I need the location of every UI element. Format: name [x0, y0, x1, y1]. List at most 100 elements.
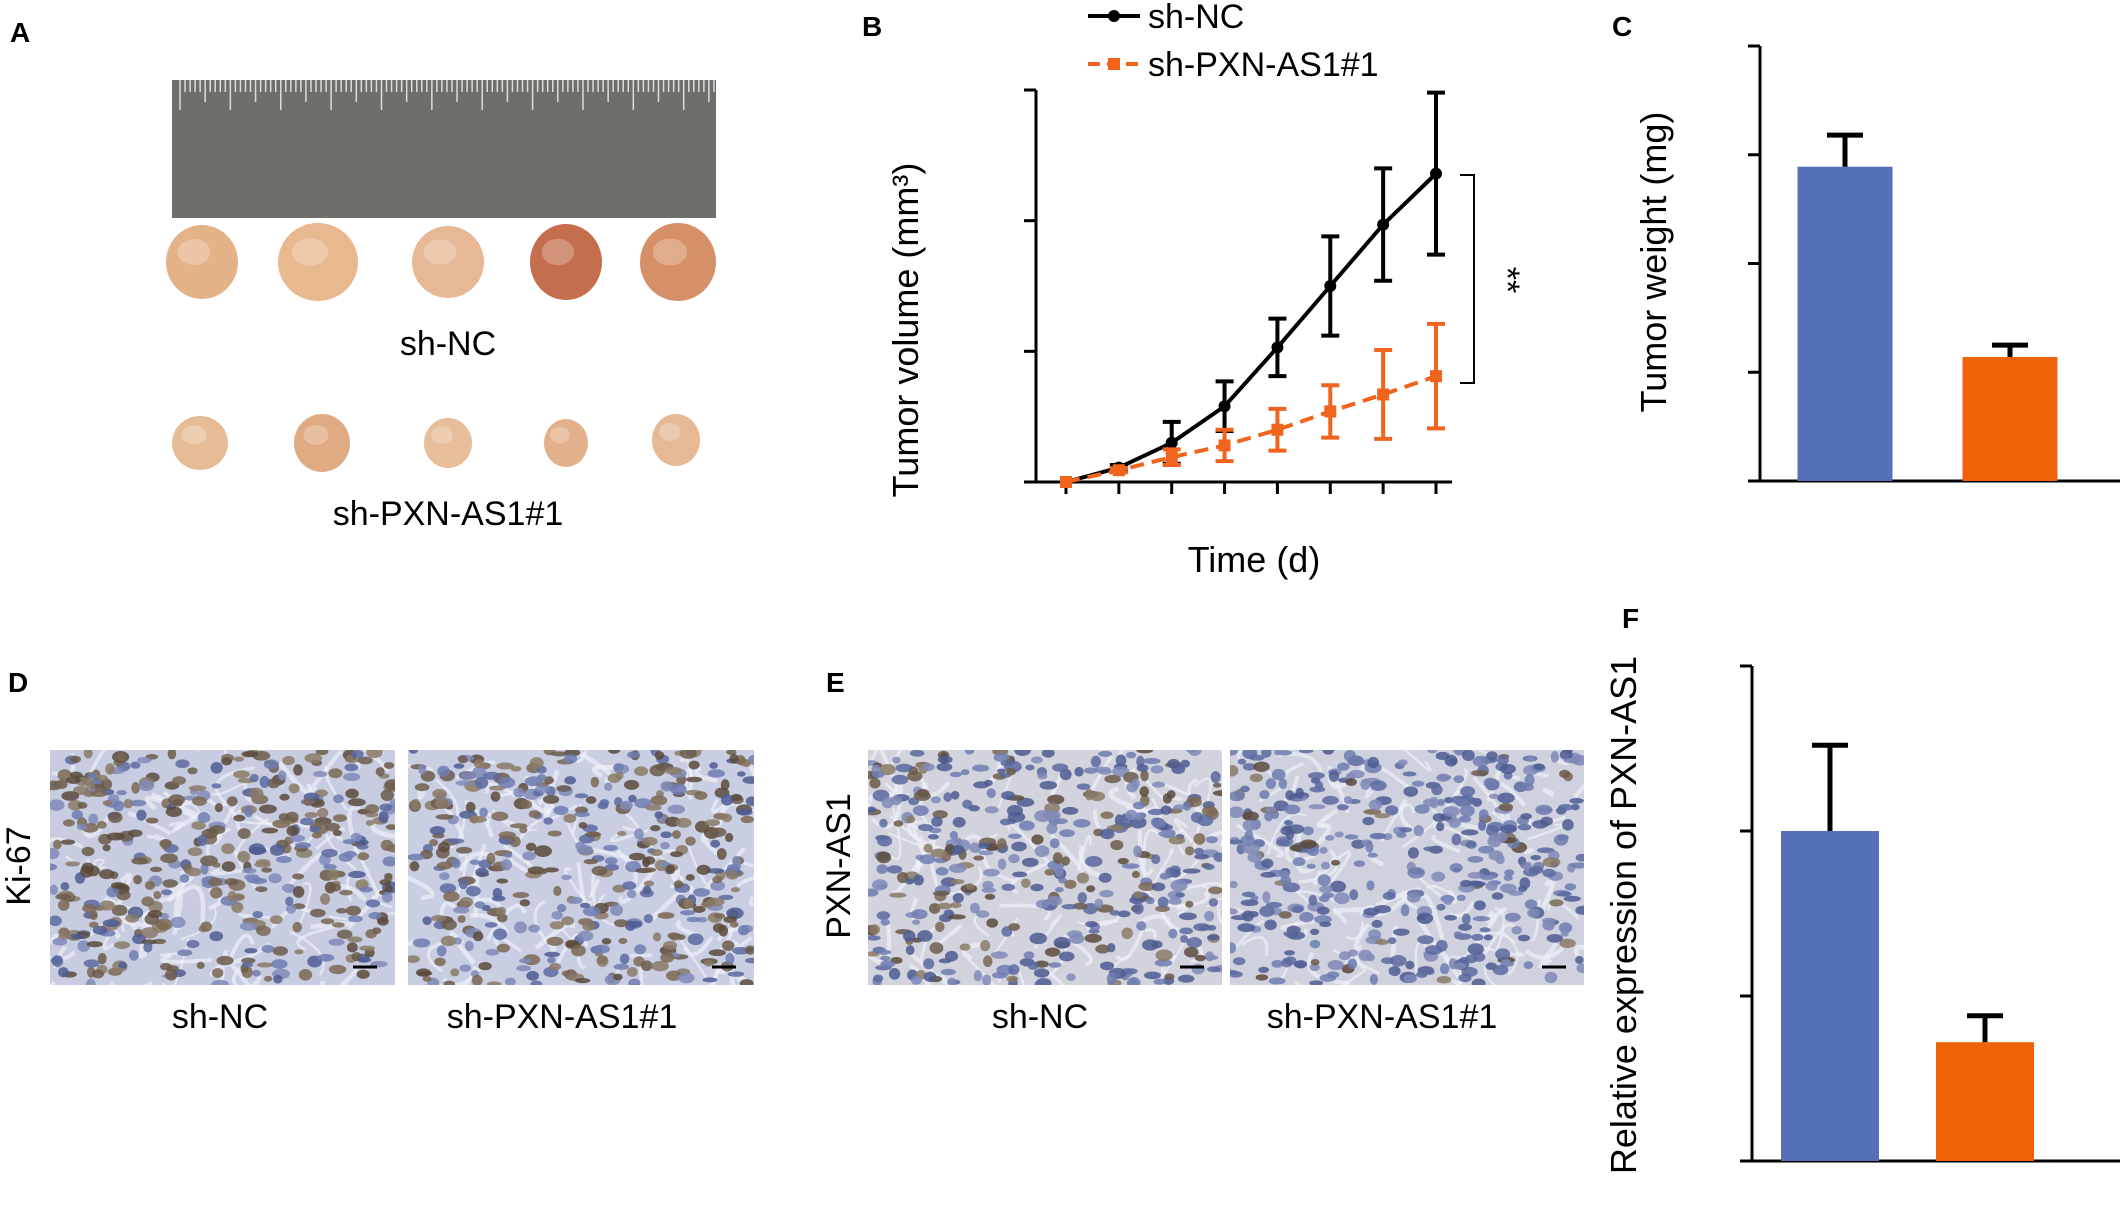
stroma-fiber [277, 760, 312, 795]
cell-nucleus [1285, 790, 1295, 801]
cell-nucleus [913, 874, 924, 886]
cell-nucleus [1185, 900, 1194, 908]
cell-nucleus [329, 883, 342, 892]
cell-nucleus [114, 941, 130, 950]
cell-nucleus [271, 959, 288, 969]
cell-nucleus [248, 843, 266, 855]
cell-nucleus [129, 799, 147, 807]
stroma-fiber [908, 963, 931, 985]
cell-nucleus [1432, 813, 1446, 822]
cell-nucleus [304, 811, 318, 818]
cell-nucleus [996, 838, 1007, 850]
panel-d: D Ki-67 sh-NC sh-PXN-AS1#1 [0, 667, 754, 1036]
cell-nucleus [627, 751, 641, 759]
tumor-photo [424, 418, 472, 468]
cell-nucleus [197, 812, 211, 824]
cell-nucleus [58, 967, 69, 978]
data-point-sh-pxn-as1-1 [1218, 439, 1231, 452]
cell-nucleus [1536, 847, 1555, 854]
cell-nucleus [744, 945, 754, 955]
cell-nucleus [950, 790, 960, 800]
cell-nucleus [188, 785, 207, 792]
cell-nucleus [383, 762, 395, 769]
cell-nucleus [1292, 905, 1304, 914]
cell-nucleus [708, 949, 726, 957]
cell-nucleus [888, 967, 901, 980]
cell-nucleus [493, 928, 508, 940]
cell-nucleus [1453, 775, 1465, 783]
cell-nucleus [187, 767, 198, 775]
cell-nucleus [116, 889, 131, 901]
cell-nucleus [928, 833, 939, 840]
cell-nucleus [1044, 868, 1056, 876]
cell-nucleus [273, 974, 283, 984]
stroma-fiber [1353, 922, 1371, 971]
cell-nucleus [409, 861, 420, 872]
cell-nucleus [83, 959, 100, 968]
cell-nucleus [165, 806, 183, 817]
cell-nucleus [80, 865, 94, 878]
stroma-fiber [1137, 829, 1155, 877]
cell-nucleus [730, 887, 741, 893]
cell-nucleus [1524, 899, 1538, 910]
cell-nucleus [286, 825, 299, 837]
cell-nucleus [92, 925, 108, 935]
stroma-fiber [324, 765, 349, 811]
cell-nucleus [678, 972, 695, 984]
cell-nucleus [1133, 902, 1144, 915]
cell-nucleus [455, 780, 474, 786]
cell-nucleus [145, 817, 159, 824]
cell-nucleus [242, 867, 257, 874]
cell-nucleus [261, 944, 275, 953]
cell-nucleus [1126, 977, 1141, 985]
cell-nucleus [443, 891, 460, 902]
ihc-image-ki67-sh-pxn-as1 [408, 750, 754, 985]
cell-nucleus [574, 977, 591, 984]
cell-nucleus [1182, 868, 1201, 874]
cell-nucleus [654, 751, 665, 760]
cell-nucleus [1461, 750, 1475, 762]
cell-nucleus [1253, 761, 1270, 772]
cell-nucleus [1517, 823, 1532, 831]
cell-nucleus [381, 891, 393, 903]
cell-nucleus [1136, 764, 1149, 772]
stroma-fiber [485, 903, 527, 941]
cell-nucleus [209, 931, 224, 942]
cell-nucleus [692, 887, 710, 897]
cell-nucleus [529, 757, 544, 769]
cell-nucleus [513, 787, 525, 798]
tumor-photo [172, 416, 228, 470]
cell-nucleus [1517, 885, 1528, 892]
cell-nucleus [1073, 819, 1091, 828]
cell-nucleus [1134, 812, 1144, 821]
cell-nucleus [187, 847, 203, 857]
cell-nucleus [1259, 905, 1275, 917]
cell-nucleus [327, 869, 340, 881]
cell-nucleus [268, 873, 282, 884]
cell-nucleus [99, 869, 115, 880]
cell-nucleus [1398, 759, 1408, 766]
cell-nucleus [244, 948, 258, 954]
cell-nucleus [949, 771, 962, 778]
cell-nucleus [1180, 935, 1189, 943]
cell-nucleus [930, 848, 947, 858]
cell-nucleus [339, 889, 353, 896]
stroma-fiber [160, 953, 213, 964]
cell-nucleus [227, 890, 237, 903]
cell-nucleus [325, 822, 341, 832]
cell-nucleus [351, 750, 364, 759]
cell-nucleus [628, 978, 641, 985]
cell-nucleus [1491, 892, 1504, 900]
cell-nucleus [65, 776, 81, 784]
cell-nucleus [498, 831, 516, 840]
cell-nucleus [83, 750, 93, 759]
series-b [1060, 90, 1445, 488]
cell-nucleus [1298, 750, 1314, 754]
cell-nucleus [86, 772, 98, 780]
cell-nucleus [986, 918, 999, 928]
significance-label-b: ** [1488, 267, 1526, 293]
cell-nucleus [1368, 929, 1382, 940]
cell-nucleus [458, 878, 468, 890]
micrograph-cells [50, 750, 395, 985]
